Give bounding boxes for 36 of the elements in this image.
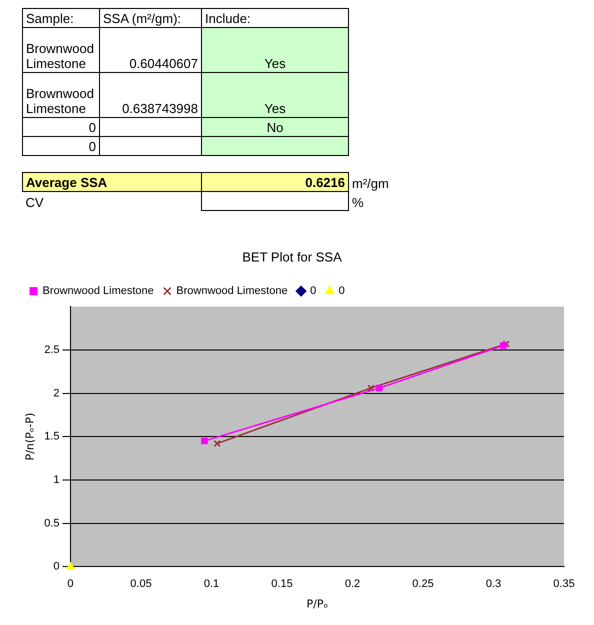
text: Yes xyxy=(202,72,348,118)
text: Yes xyxy=(202,28,348,72)
text: Average SSA xyxy=(22,172,202,192)
text: Sample: xyxy=(22,8,100,28)
y-tick-label: 1 xyxy=(53,474,60,486)
x-axis-title: P/Pₒ xyxy=(306,597,328,610)
text: % xyxy=(351,194,365,210)
x-tick-label: 0.25 xyxy=(412,578,434,590)
legend-label: Brownwood Limestone xyxy=(176,285,288,298)
text: 0.60440607 xyxy=(100,28,202,72)
x-tick-label: 0.1 xyxy=(204,578,220,590)
text: Include: xyxy=(202,8,348,28)
legend-label: 0 xyxy=(310,285,316,298)
legend-label: Brownwood Limestone xyxy=(42,285,154,298)
text: CV xyxy=(22,192,202,210)
y-tick-label: 2.5 xyxy=(44,344,60,356)
text: Brownwood Limestone xyxy=(22,72,100,118)
x-tick-label: 0.05 xyxy=(130,578,152,590)
text: No xyxy=(202,118,348,136)
x-tick-label: 0.3 xyxy=(486,578,502,590)
text: SSA (m²/gm): xyxy=(100,8,202,28)
x-tick-label: 0.35 xyxy=(553,578,575,590)
text: 0.638743998 xyxy=(100,72,202,118)
chart-title: BET Plot for SSA xyxy=(242,249,342,264)
text: m²/gm xyxy=(351,174,390,192)
y-axis-title: P/n(Pₒ-P) xyxy=(23,412,36,460)
x-tick-label: 0 xyxy=(67,578,74,590)
y-tick-label: 0 xyxy=(53,560,60,573)
y-tick-label: 1.5 xyxy=(44,430,60,443)
y-tick-label: 2 xyxy=(53,387,60,400)
x-tick-label: 0.15 xyxy=(271,578,293,590)
x-tick-label: 0.2 xyxy=(344,578,360,590)
y-tick-label: 0.5 xyxy=(44,517,60,530)
text: 0.6216 xyxy=(202,172,348,192)
text: Brownwood Limestone xyxy=(22,28,100,72)
legend-label: 0 xyxy=(338,285,345,298)
